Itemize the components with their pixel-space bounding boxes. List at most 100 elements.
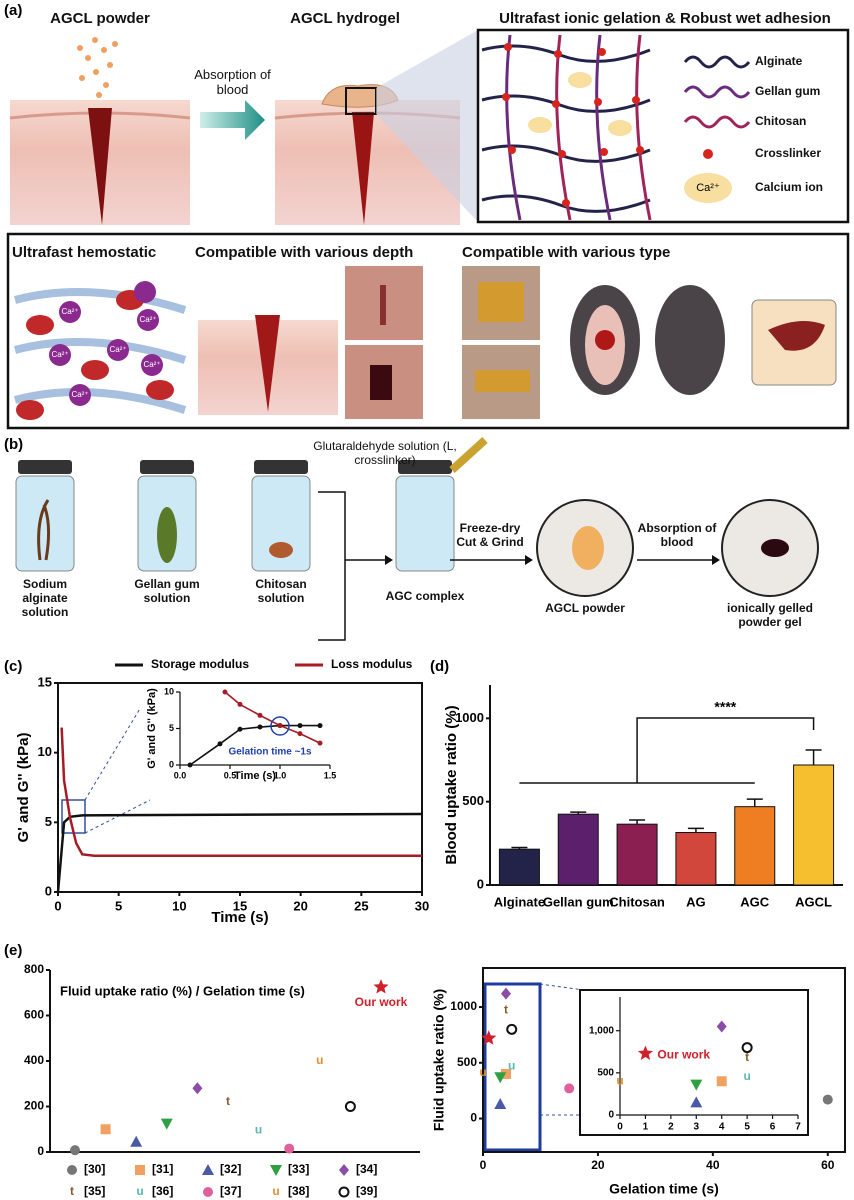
x-tick-label: Chitosan [609,894,665,909]
marker: t [745,1050,749,1064]
y-tick-label: 400 [24,1053,44,1067]
bar [616,823,658,886]
y-tick-label: 600 [24,1008,44,1022]
label: Gellan gum solution [134,577,200,605]
marker [317,740,323,746]
legend-label: Gellan gum [755,84,821,98]
x-tick-label: Alginate [494,894,545,909]
marker [494,1072,507,1084]
x-tick-label: AG [686,894,706,909]
y-tick-label: 1,000 [589,1025,614,1036]
label: Chitosan solution [255,577,307,605]
marker [70,1145,80,1156]
x-tick-label: Gellan gum [543,894,614,909]
y-tick-label: 800 [24,962,44,976]
y-tick-label: 5 [169,723,174,733]
error-bar [629,819,646,825]
marker [237,701,243,707]
x-tick-label: 0 [480,1158,487,1172]
marker [500,1068,511,1079]
label: Sodium alginate solution [21,577,69,619]
marker [237,726,243,732]
x-tick-label: 2 [668,1122,674,1133]
x-tick-label: 20 [591,1158,605,1172]
x-tick-label: 3 [694,1122,700,1133]
marker: u [255,1123,262,1137]
x-tick-label: 5 [115,898,122,913]
bar [498,848,540,886]
legend-label: [35] [84,1184,105,1198]
y-axis-label: G' and G'' (kPa) [15,733,32,843]
x-axis-label: Gelation time (s) [609,1181,719,1197]
marker [506,1023,518,1035]
error-bar [805,749,822,765]
error-bar [687,827,704,833]
x-tick-label: 30 [415,898,429,913]
legend-swatch: u [272,1184,279,1198]
label: AGC complex [385,589,465,603]
marker [716,1020,727,1033]
x-axis-label: Time (s) [211,909,268,926]
legend-label: [33] [288,1162,309,1176]
x-tick-label: 4 [719,1122,725,1133]
title: AGCL hydrogel [290,10,400,27]
skin-illustration [9,30,478,225]
x-tick-label: 0 [617,1122,623,1133]
legend-swatch [270,1165,282,1176]
legend-label: Chitosan [755,114,807,128]
legend-label: [39] [356,1184,377,1198]
label: Absorption of blood [637,521,717,549]
title: Compatible with various depth [195,244,414,261]
marker: u [616,1073,623,1087]
legend-swatch: u [136,1184,143,1198]
annotation: Our work [657,1048,710,1062]
line [224,691,321,744]
marker [297,731,303,737]
marker [257,712,263,718]
title: Compatible with various type [462,244,671,261]
axes [489,685,843,886]
marker [284,1143,295,1154]
marker [637,1045,654,1060]
error-bar [511,846,528,850]
marker: u [479,1065,486,1079]
label: Glutaraldehyde solution (L, crosslinker) [313,439,457,467]
significance-label: **** [714,699,736,715]
y-tick-label: 0 [608,1110,614,1121]
panel-label: (c) [4,658,23,675]
x-tick-label: 0.0 [174,770,187,780]
ion-label: Ca²⁺ [51,350,68,359]
x-tick-label: 15 [233,898,247,913]
x-axis-label: Time (s) [234,770,276,782]
marker [277,723,283,729]
bar [734,806,776,886]
vials [15,437,819,641]
zoom-lines [84,691,151,834]
y-tick-label: 10 [38,744,52,759]
marker: u [508,1058,515,1072]
marker [297,723,303,729]
panel-label: (b) [4,436,24,453]
legend-swatch [135,1165,145,1175]
panel-label: (e) [4,942,23,959]
marker [192,1082,203,1095]
zoom-box [483,982,542,1152]
y-tick-label: 1000 [455,710,484,725]
bottom-box [6,232,850,430]
marker [187,762,193,768]
y-tick-label: 0 [169,759,174,769]
legend-label: [34] [356,1162,377,1176]
panel-label: (d) [430,658,450,675]
highlight [270,716,290,736]
legend-label: [31] [152,1162,173,1176]
marker [222,689,228,695]
marker [257,724,263,730]
legend-swatch [339,1164,349,1176]
bar [793,764,835,886]
legend-label: Alginate [755,54,803,68]
y-tick-label: 0 [37,1144,44,1158]
legend-swatch [203,1187,213,1197]
x-tick-label: 60 [821,1158,835,1172]
legend-label: [38] [288,1184,309,1198]
